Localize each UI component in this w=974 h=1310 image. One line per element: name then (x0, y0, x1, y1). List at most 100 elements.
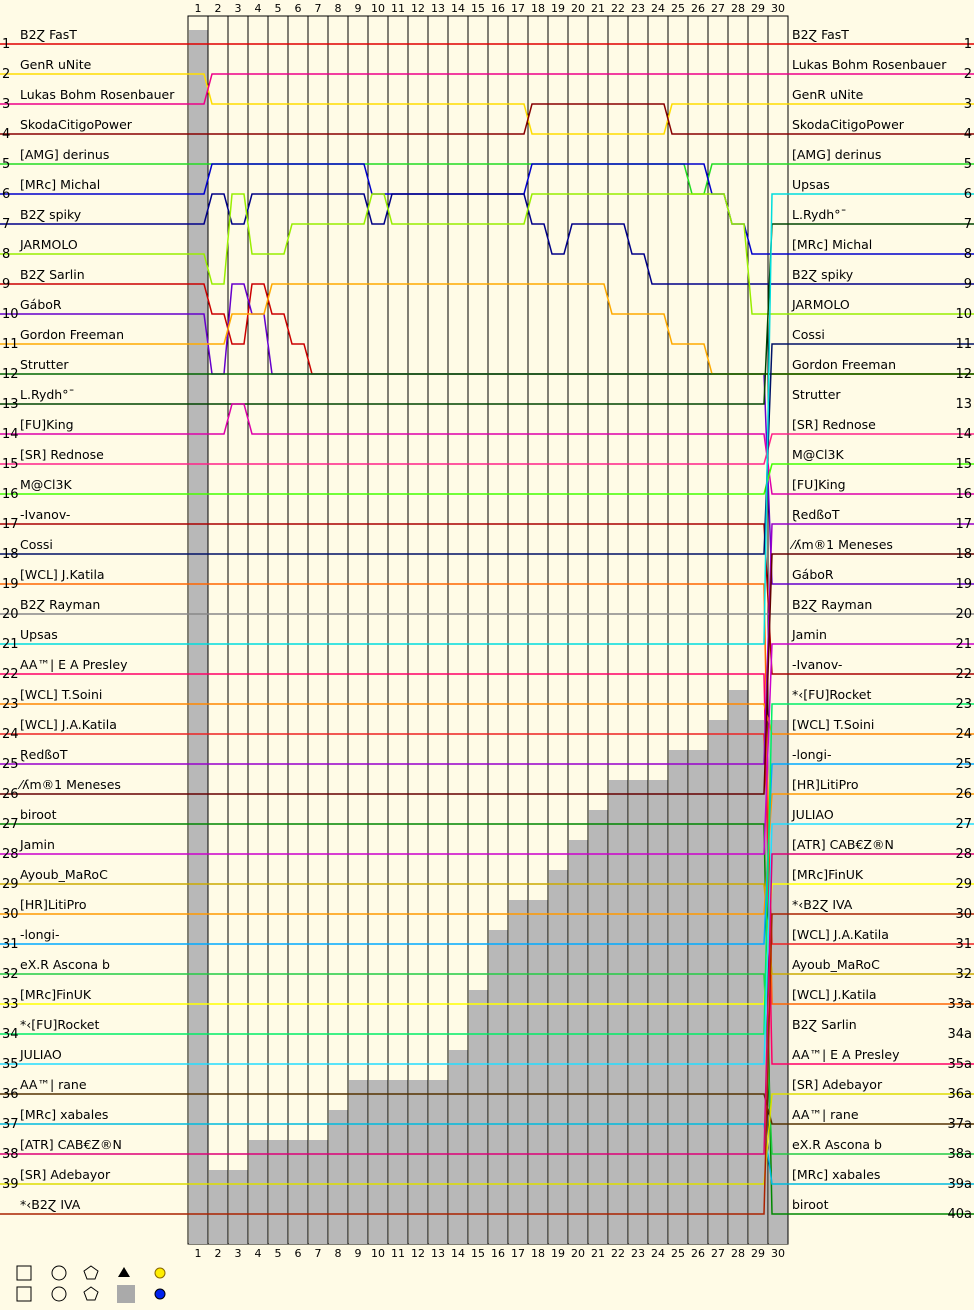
start-driver-label: eX.R Ascona b (20, 957, 110, 972)
x-tick-top: 6 (295, 2, 302, 15)
x-tick-top: 12 (411, 2, 425, 15)
y-tick-left: 8 (2, 247, 10, 262)
x-tick-top: 30 (771, 2, 785, 15)
x-tick-bottom: 2 (215, 1247, 222, 1260)
end-driver-label: *‹B2Ɀ IVA (792, 897, 853, 913)
start-driver-label: [ATR] CAB€Z®N (20, 1137, 122, 1152)
series-line (0, 193, 974, 315)
y-tick-left: 16 (2, 487, 19, 502)
y-tick-right: 28 (955, 847, 972, 862)
y-tick-right: 39a (947, 1177, 972, 1192)
x-tick-bottom: 10 (371, 1247, 385, 1260)
y-tick-left: 26 (2, 787, 19, 802)
x-tick-bottom: 13 (431, 1247, 445, 1260)
y-tick-left: 37 (2, 1117, 19, 1132)
y-tick-right: 8 (964, 247, 972, 262)
lapped-bar (709, 720, 728, 1244)
end-driver-label: B2Ɀ Sarlin (792, 1017, 857, 1033)
start-driver-label: [MRc]FinUK (20, 987, 92, 1002)
start-driver-label: [MRc] xabales (20, 1107, 108, 1122)
series-line (0, 343, 974, 555)
start-driver-label: [FU]King (20, 417, 74, 432)
series-line (0, 193, 974, 645)
y-tick-left: 31 (2, 937, 19, 952)
end-driver-label: [FU]King (792, 477, 846, 492)
start-driver-label: [WCL] J.Katila (20, 567, 105, 582)
x-tick-top: 20 (571, 2, 585, 15)
end-driver-label: [HR]LitiPro (792, 777, 858, 792)
start-driver-label: JULIAO (19, 1047, 62, 1062)
x-tick-bottom: 25 (671, 1247, 685, 1260)
y-tick-left: 22 (2, 667, 19, 682)
series-line (0, 73, 974, 135)
y-tick-left: 21 (2, 637, 19, 652)
legend-yellow-dot-icon (154, 1267, 166, 1279)
start-driver-label: B2Ɀ FasT (20, 27, 77, 43)
series-line (0, 1123, 974, 1185)
y-tick-right: 12 (955, 367, 972, 382)
x-tick-top: 8 (335, 2, 342, 15)
start-driver-label: JARMOLO (19, 237, 78, 252)
start-driver-label: L.Rydh°¯ (20, 387, 75, 402)
y-tick-right: 31 (955, 937, 972, 952)
start-driver-label: GenR uNite (20, 57, 92, 72)
end-driver-label: Lukas Bohm Rosenbauer (792, 57, 947, 72)
y-tick-right: 15 (955, 457, 972, 472)
y-tick-right: 37a (947, 1117, 972, 1132)
legend-pentagon-icon (83, 1265, 99, 1280)
end-driver-label: Jamin (791, 627, 827, 642)
x-tick-top: 28 (731, 2, 745, 15)
series-line (0, 463, 974, 495)
y-tick-right: 36a (947, 1087, 972, 1102)
lapped-bar (369, 1080, 388, 1244)
x-tick-top: 27 (711, 2, 725, 15)
y-tick-right: 38a (947, 1147, 972, 1162)
series-line (0, 523, 974, 765)
lapped-bar (549, 870, 568, 1244)
start-driver-label: B2Ɀ Sarlin (20, 267, 85, 283)
x-tick-bottom: 19 (551, 1247, 565, 1260)
x-tick-top: 3 (235, 2, 242, 15)
legend-lapped-icon (117, 1285, 135, 1303)
y-tick-right: 20 (955, 607, 972, 622)
x-tick-top: 21 (591, 2, 605, 15)
x-tick-bottom: 16 (491, 1247, 505, 1260)
legend-circle-icon (51, 1286, 67, 1302)
lapped-bar (729, 690, 748, 1244)
lapped-bar (689, 750, 708, 1244)
x-tick-top: 9 (355, 2, 362, 15)
x-tick-top: 7 (315, 2, 322, 15)
y-tick-right: 2 (964, 67, 972, 82)
x-tick-bottom: 21 (591, 1247, 605, 1260)
x-tick-top: 4 (255, 2, 262, 15)
end-driver-label: GáboR (792, 567, 834, 582)
end-driver-label: [MRc] xabales (792, 1167, 880, 1182)
series-group (0, 43, 974, 1215)
start-driver-label: AA™| E A Presley (20, 657, 128, 672)
x-tick-bottom: 9 (355, 1247, 362, 1260)
legend-triangle-icon (118, 1267, 130, 1277)
y-tick-right: 16 (955, 487, 972, 502)
lapped-bar (649, 780, 668, 1244)
y-tick-left: 28 (2, 847, 19, 862)
series-line (0, 883, 974, 1005)
end-driver-label: eX.R Ascona b (792, 1137, 882, 1152)
lapped-bar (629, 780, 648, 1244)
lapped-bar (669, 750, 688, 1244)
series-line (0, 823, 974, 1215)
x-tick-bottom: 8 (335, 1247, 342, 1260)
series-line (0, 703, 974, 735)
end-driver-label: Cossi (792, 327, 825, 342)
end-driver-label: [SR] Adebayor (792, 1077, 883, 1092)
x-tick-top: 24 (651, 2, 665, 15)
start-driver-label: [AMG] derinus (20, 147, 109, 162)
lapped-bar (609, 780, 628, 1244)
lapped-bar (769, 720, 788, 1244)
end-driver-label: Gordon Freeman (792, 357, 896, 372)
y-tick-right: 21 (955, 637, 972, 652)
y-tick-right: 1 (964, 37, 972, 52)
x-tick-bottom: 17 (511, 1247, 525, 1260)
y-tick-right: 11 (955, 337, 972, 352)
series-line (0, 193, 974, 285)
end-driver-label: Ayoub_MaRoC (792, 957, 880, 972)
